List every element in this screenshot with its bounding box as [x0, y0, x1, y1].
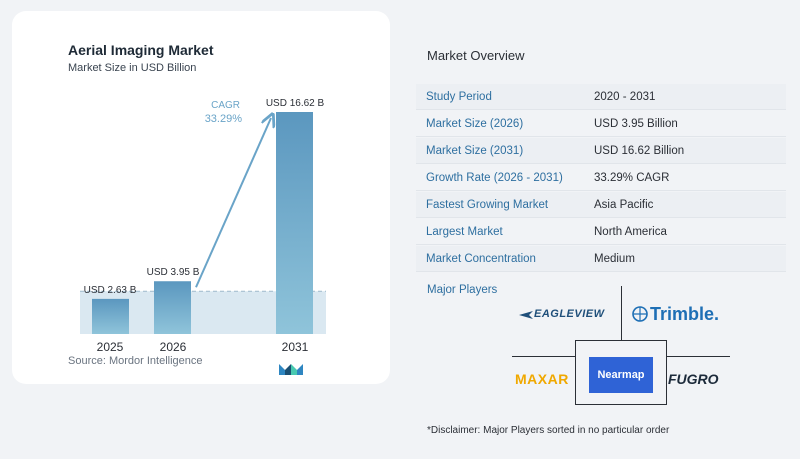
overview-value: USD 16.62 Billion [594, 145, 685, 157]
overview-label: Growth Rate (2026 - 2031) [426, 172, 563, 184]
overview-value: 33.29% CAGR [594, 172, 670, 184]
overview-row-fastest-growing: Fastest Growing Market Asia Pacific [416, 192, 786, 218]
players-divider [512, 356, 576, 357]
overview-row-largest-market: Largest Market North America [416, 219, 786, 245]
overview-row-growth-rate: Growth Rate (2026 - 2031) 33.29% CAGR [416, 165, 786, 191]
players-divider [666, 340, 667, 404]
disclaimer: *Disclaimer: Major Players sorted in no … [427, 425, 670, 436]
mordor-logo-icon [279, 364, 303, 375]
chart-title: Aerial Imaging Market [68, 42, 214, 58]
overview-value: USD 3.95 Billion [594, 118, 678, 130]
overview-label: Market Size (2026) [426, 118, 524, 130]
players-divider [575, 404, 667, 405]
overview-row-study-period: Study Period 2020 - 2031 [416, 84, 786, 110]
trimble-globe-icon [632, 306, 648, 322]
eagleview-wing-icon [519, 311, 533, 319]
overview-label: Market Concentration [426, 253, 536, 265]
overview-title: Market Overview [427, 48, 525, 63]
player-trimble: Trimble. [650, 304, 720, 324]
overview-label: Study Period [426, 91, 492, 103]
player-maxar: MAXAR [515, 371, 569, 387]
players-divider [575, 340, 667, 341]
player-fugro: FUGRO [668, 371, 719, 387]
player-eagleview: EAGLEVIEW [534, 308, 605, 320]
overview-value: Asia Pacific [594, 199, 654, 211]
players-divider [575, 340, 576, 404]
players-divider [621, 286, 622, 340]
source-note: Source: Mordor Intelligence [68, 355, 203, 367]
overview-value: 2020 - 2031 [594, 91, 656, 103]
overview-label: Market Size (2031) [426, 145, 524, 157]
players-divider [666, 356, 730, 357]
overview-value: Medium [594, 253, 635, 265]
overview-row-market-size-2031: Market Size (2031) USD 16.62 Billion [416, 138, 786, 164]
chart-subtitle: Market Size in USD Billion [68, 62, 197, 74]
major-players-title: Major Players [427, 284, 498, 296]
overview-value: North America [594, 226, 667, 238]
overview-row-concentration: Market Concentration Medium [416, 246, 786, 272]
overview-label: Largest Market [426, 226, 503, 238]
overview-label: Fastest Growing Market [426, 199, 549, 211]
overview-row-market-size-2026: Market Size (2026) USD 3.95 Billion [416, 111, 786, 137]
player-nearmap: Nearmap [589, 357, 653, 393]
